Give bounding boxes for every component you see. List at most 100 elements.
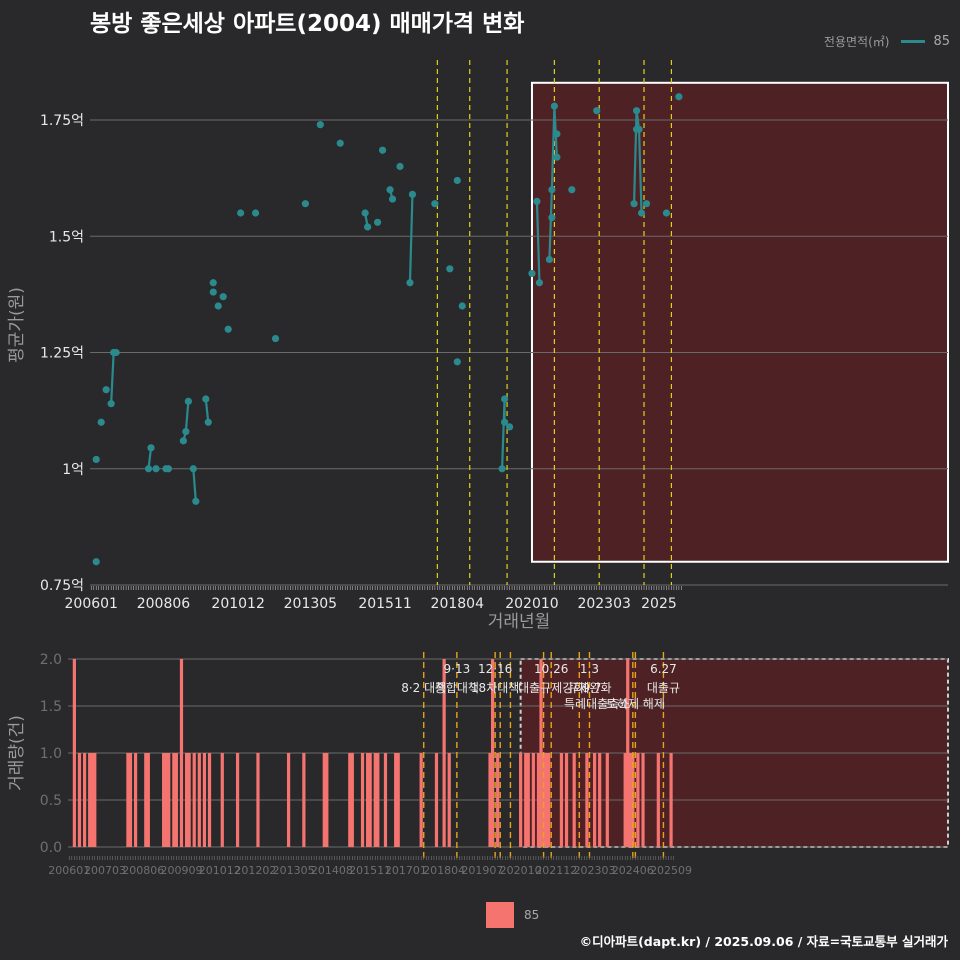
- policy-annotation: 8·2 대책: [401, 680, 446, 695]
- data-point: [251, 209, 260, 217]
- bar-x-tick-label: 201202: [234, 864, 276, 877]
- x-tick-label: 200601: [65, 596, 118, 612]
- x-tick-label: 201511: [358, 596, 411, 612]
- bar-x-tick-label: 201907: [461, 864, 503, 877]
- data-point: [500, 418, 509, 426]
- bar: [197, 753, 201, 847]
- bar: [207, 753, 212, 847]
- data-point: [498, 465, 506, 473]
- bar-x-tick-label: 201012: [199, 864, 241, 877]
- bar-x-tick-label: 201511: [349, 864, 391, 877]
- bar: [192, 753, 196, 847]
- bar: [167, 753, 171, 847]
- bar: [172, 753, 176, 847]
- series-line: [500, 398, 511, 469]
- bar: [220, 753, 224, 847]
- policy-annotation: 규제완화: [567, 681, 611, 695]
- bar: [547, 753, 551, 847]
- data-point: [378, 146, 387, 154]
- policy-annotation: 6.27: [650, 662, 677, 676]
- bar: [544, 753, 548, 847]
- series-line: [204, 398, 210, 423]
- bar: [442, 659, 446, 847]
- y-tick-label: 1.5억: [49, 229, 84, 245]
- legend-top: 전용면적(㎡) 85: [824, 33, 950, 50]
- bar-y-tick-label: 0.0: [40, 840, 62, 856]
- data-point: [189, 465, 197, 473]
- data-point: [97, 418, 105, 426]
- data-point: [301, 200, 309, 208]
- data-point: [545, 255, 554, 264]
- bar: [325, 753, 329, 847]
- data-point: [637, 209, 646, 217]
- data-point: [219, 293, 227, 301]
- bar: [496, 753, 500, 847]
- bar: [564, 753, 569, 847]
- data-point: [396, 162, 404, 171]
- bar: [144, 753, 148, 847]
- data-point: [535, 279, 544, 287]
- bar-y-tick-label: 1.5: [40, 699, 62, 715]
- data-point: [548, 186, 556, 194]
- bar: [174, 753, 178, 847]
- bar: [631, 753, 635, 847]
- data-point: [209, 288, 217, 296]
- data-point: [386, 186, 394, 194]
- credit-line: ©디아파트(dapt.kr) / 2025.09.06 / 자료=국토교통부 실…: [579, 934, 948, 949]
- policy-annotation: 토허제 해제: [606, 697, 665, 711]
- legend-title: 전용면적(㎡): [823, 35, 890, 49]
- bar: [531, 753, 535, 847]
- data-point: [458, 302, 466, 310]
- bar: [541, 753, 546, 847]
- bar: [559, 753, 564, 847]
- data-point: [92, 558, 100, 566]
- bar: [187, 753, 191, 847]
- legend-bar-swatch-icon: [486, 902, 514, 928]
- data-point: [237, 209, 245, 217]
- data-point: [630, 200, 638, 208]
- data-point: [593, 107, 601, 115]
- data-point: [548, 214, 556, 222]
- bar: [302, 753, 306, 847]
- policy-annotation: 특례대출축소: [564, 697, 630, 711]
- bar: [93, 753, 97, 847]
- bar: [641, 753, 645, 847]
- bar-x-tick-label: 201408: [311, 864, 353, 877]
- data-point: [204, 418, 212, 426]
- policy-annotation: 9.7: [582, 681, 601, 695]
- bar: [366, 753, 370, 847]
- data-point: [361, 209, 369, 217]
- bar-x-tick-label: 202112: [535, 864, 577, 877]
- data-point: [182, 427, 190, 436]
- highlight-region: [530, 81, 949, 563]
- bar: [350, 753, 354, 847]
- data-point: [152, 465, 160, 473]
- data-point: [632, 107, 641, 115]
- policy-annotation: 12·16: [478, 662, 512, 676]
- series-line: [110, 351, 117, 404]
- policy-annotation: 종합대책: [435, 680, 479, 695]
- policy-annotation: 9·13: [444, 662, 471, 676]
- bar: [164, 753, 168, 847]
- data-point: [112, 348, 120, 357]
- data-point: [92, 455, 100, 464]
- bar-y-tick-label: 2.0: [40, 652, 62, 668]
- bar: [636, 753, 640, 847]
- bar-x-tick-label: 201701: [385, 864, 427, 877]
- bar-x-tick-label: 202303: [574, 864, 616, 877]
- x-tick-label: 2025: [641, 596, 677, 612]
- data-point: [553, 130, 561, 138]
- data-point: [144, 465, 153, 473]
- series-line: [192, 468, 197, 502]
- data-point: [364, 223, 372, 231]
- data-point: [316, 121, 324, 129]
- data-point: [107, 400, 115, 408]
- bar: [179, 659, 184, 847]
- data-point: [642, 200, 651, 208]
- legend-bottom: 85: [486, 902, 539, 928]
- bar: [519, 753, 523, 847]
- data-point: [179, 437, 187, 445]
- data-point: [675, 93, 683, 101]
